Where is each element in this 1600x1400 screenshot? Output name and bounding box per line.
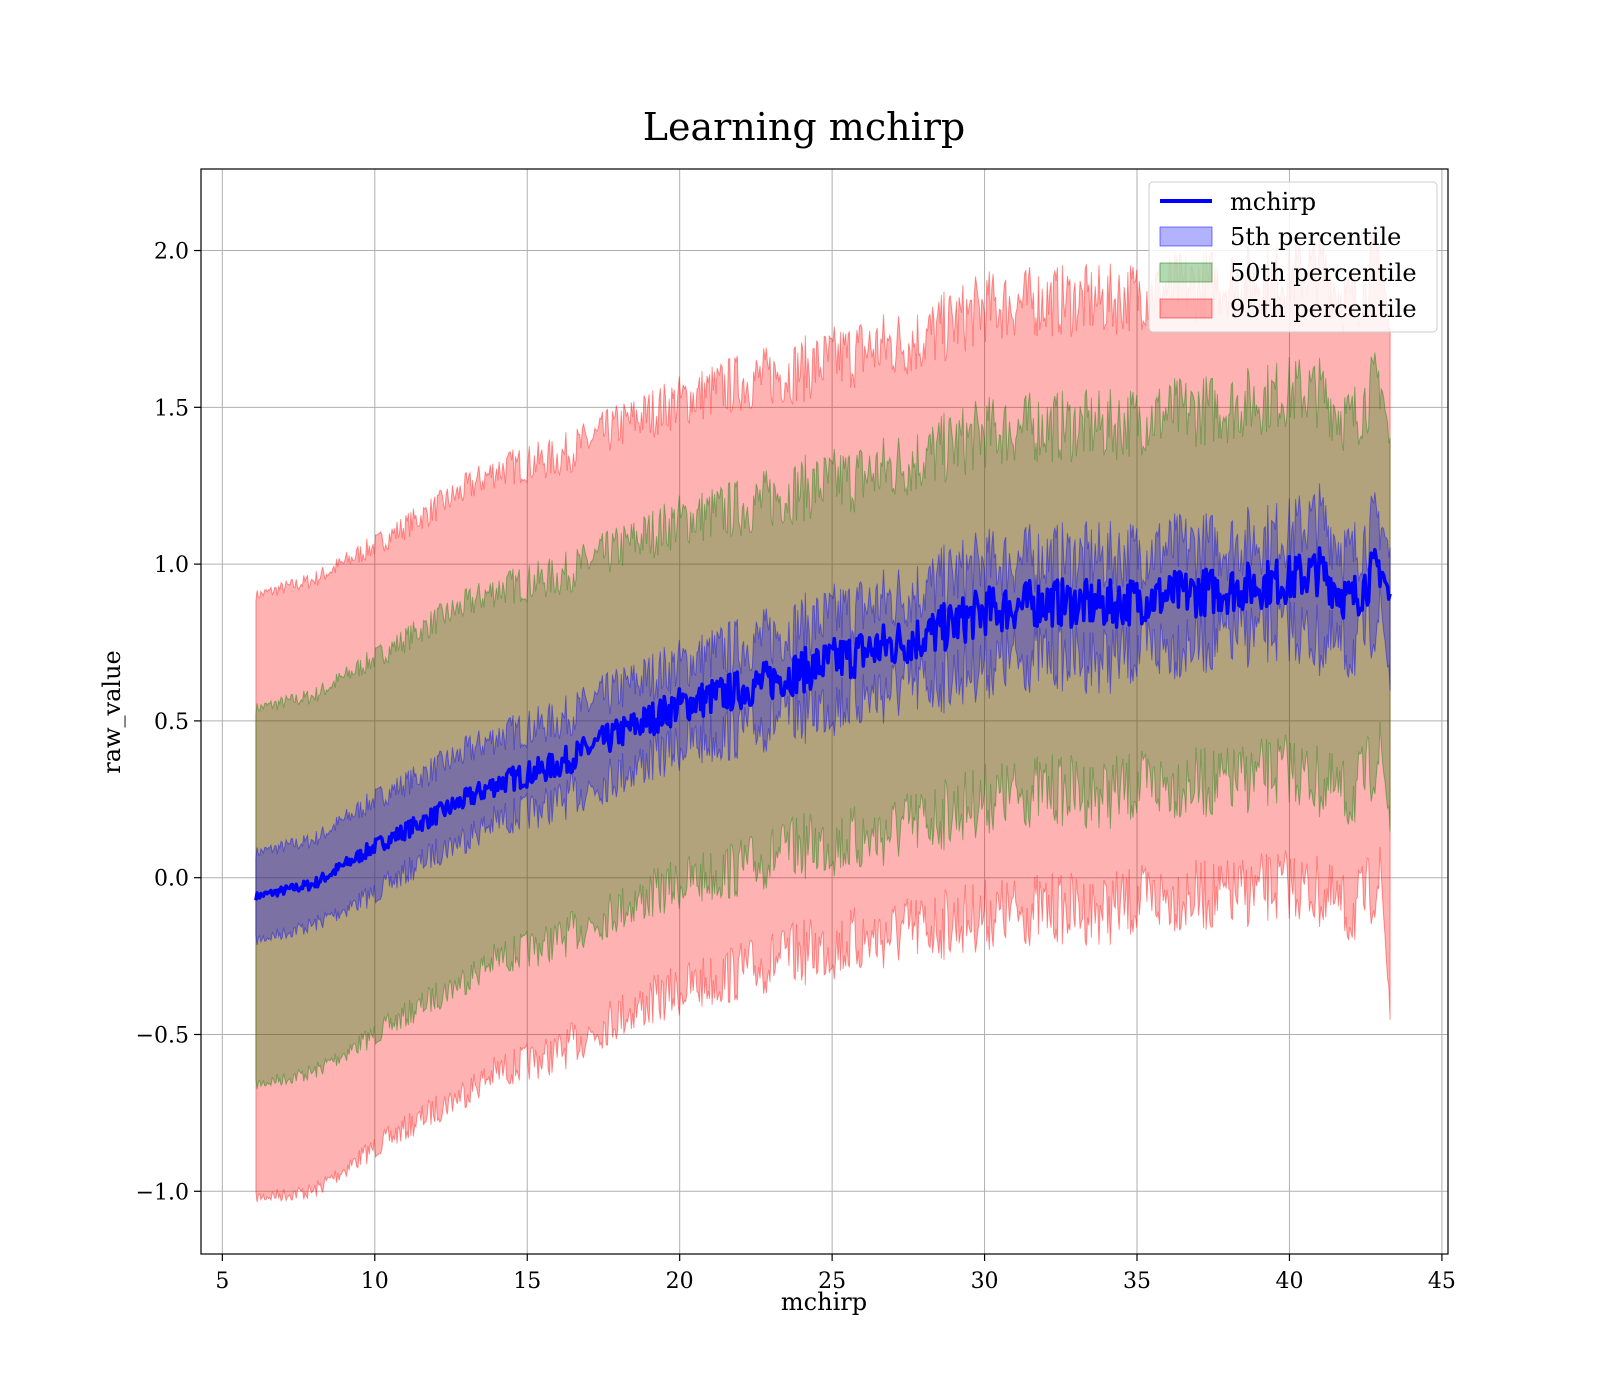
y-axis-title: raw_value (98, 650, 126, 774)
x-tick-label: 40 (1275, 1269, 1303, 1294)
x-tick-label: 25 (818, 1269, 846, 1294)
x-tick-label: 20 (666, 1269, 694, 1294)
y-tick-label: 0.0 (154, 867, 189, 892)
grid (201, 169, 1448, 1254)
series-lines (254, 546, 1392, 901)
legend-label-50th-percentile: 50th percentile (1230, 259, 1417, 287)
band-50th-percentile (255, 352, 1391, 1090)
legend-label-95th-percentile: 95th percentile (1230, 295, 1417, 323)
chart-title: Learning mchirp (643, 105, 965, 149)
legend-label-mchirp: mchirp (1230, 188, 1316, 216)
y-tick-label: −1.0 (136, 1180, 189, 1205)
band-95th-percentile (255, 228, 1391, 1203)
series-line-mchirp (254, 546, 1392, 901)
y-tick-label: −0.5 (136, 1023, 189, 1048)
legend-box (1148, 181, 1438, 333)
x-tick-label: 30 (971, 1269, 999, 1294)
y-axis-ticks: −1.0 −0.5 0.0 0.5 1.0 1.5 2.0 (136, 240, 201, 1205)
x-tick-label: 45 (1428, 1269, 1456, 1294)
legend: mchirp 5th percentile 50th percentile 95… (1148, 181, 1438, 333)
y-tick-label: 1.5 (154, 396, 189, 421)
legend-label-5th-percentile: 5th percentile (1230, 223, 1401, 251)
y-tick-label: 1.0 (154, 553, 189, 578)
legend-swatch-50th-percentile (1159, 262, 1213, 283)
legend-swatch-95th-percentile (1159, 298, 1213, 319)
x-axis-ticks: 5 10 15 20 25 30 35 40 45 (215, 1254, 1456, 1294)
plot-frame (200, 168, 1449, 1255)
x-tick-label: 15 (513, 1269, 541, 1294)
x-tick-label: 10 (361, 1269, 389, 1294)
x-tick-label: 35 (1123, 1269, 1151, 1294)
legend-swatch-5th-percentile (1159, 226, 1213, 247)
x-tick-label: 5 (215, 1269, 229, 1294)
x-axis-title: mchirp (781, 1288, 867, 1316)
y-tick-label: 2.0 (154, 240, 189, 265)
y-tick-label: 0.5 (154, 710, 189, 735)
